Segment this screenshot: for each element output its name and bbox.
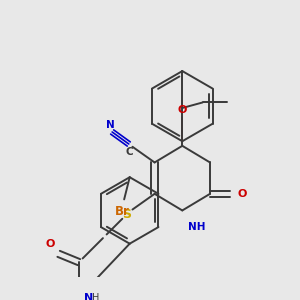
Text: S: S	[122, 208, 131, 220]
Text: H: H	[92, 292, 99, 300]
Text: NH: NH	[188, 221, 205, 232]
Text: C: C	[126, 147, 134, 157]
Text: O: O	[46, 239, 55, 249]
Text: Br: Br	[115, 205, 130, 218]
Text: N: N	[83, 292, 93, 300]
Text: O: O	[238, 189, 247, 199]
Text: O: O	[178, 105, 187, 116]
Text: N: N	[106, 120, 115, 130]
